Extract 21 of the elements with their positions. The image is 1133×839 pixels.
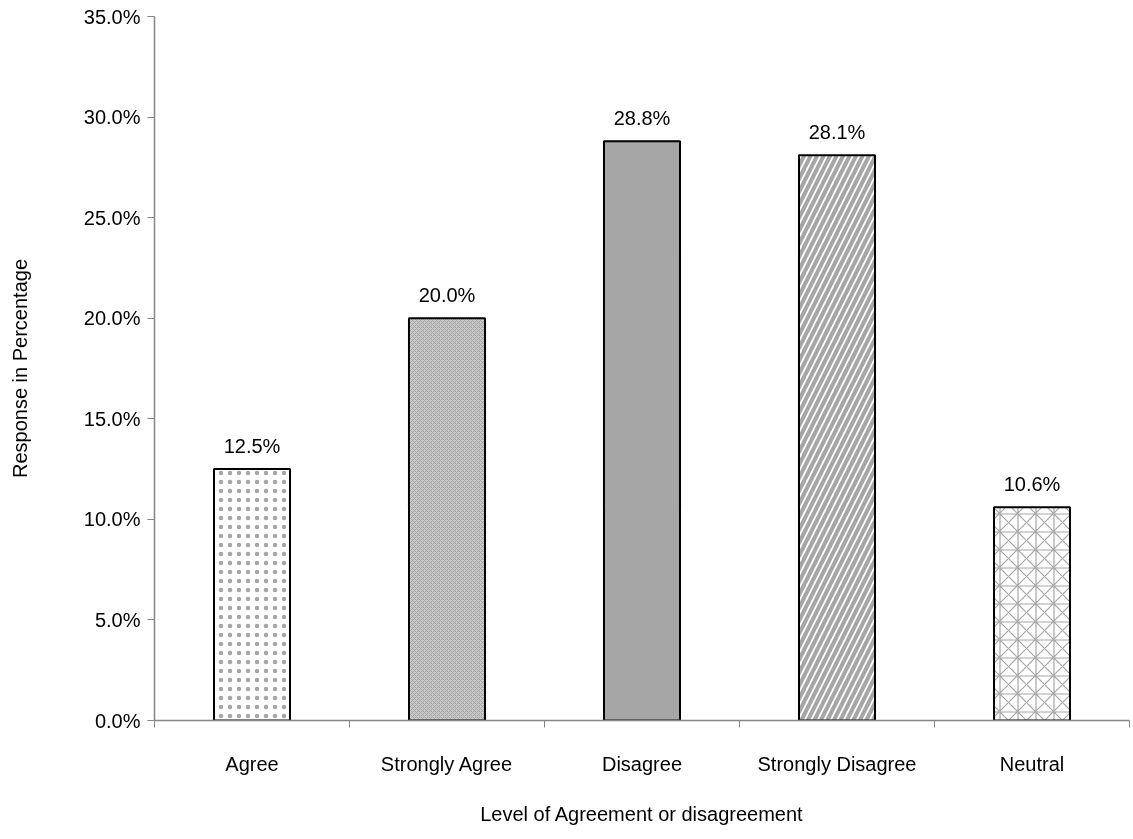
y-tick-label: 10.0%: [83, 508, 141, 531]
bar: [602, 140, 682, 721]
x-tick-label: Strongly Disagree: [757, 752, 917, 775]
x-tick-label: Disagree: [601, 752, 683, 775]
y-axis-title: Response in Percentage: [8, 258, 31, 479]
data-label: 20.0%: [418, 284, 476, 307]
y-tick-label: 0.0%: [94, 709, 141, 732]
x-axis-title: Level of Agreement or disagreement: [480, 802, 804, 825]
x-tick-label: Strongly Agree: [380, 752, 513, 775]
y-tick-label: 35.0%: [83, 5, 141, 28]
y-tick-label: 5.0%: [94, 608, 141, 631]
y-tick-label: 30.0%: [83, 106, 141, 129]
y-tick-label: 25.0%: [83, 206, 141, 229]
y-tick-label: 15.0%: [83, 407, 141, 430]
x-tick-label: Agree: [225, 752, 279, 775]
data-label: 12.5%: [223, 435, 281, 458]
x-tick-label: Neutral: [999, 752, 1065, 775]
data-label: 28.1%: [808, 121, 866, 144]
data-label: 10.6%: [1003, 473, 1061, 496]
data-label: 28.8%: [613, 107, 671, 130]
y-tick-label: 20.0%: [83, 307, 141, 330]
